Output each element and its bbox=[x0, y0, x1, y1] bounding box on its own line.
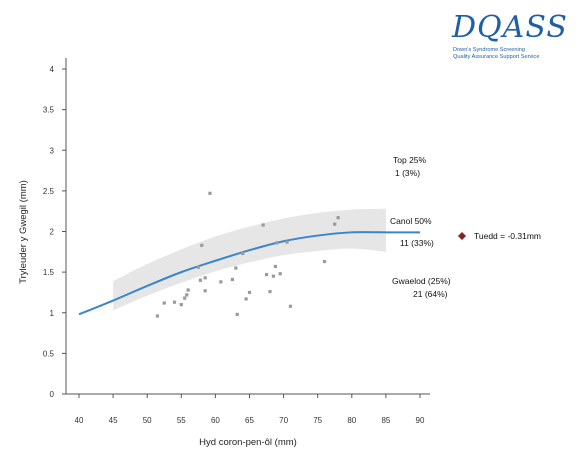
x-tick-label-65: 65 bbox=[245, 416, 254, 425]
middle-50-value: 11 (33%) bbox=[400, 238, 434, 248]
bottom-25-value: 21 (64%) bbox=[413, 289, 448, 299]
x-tick-label-85: 85 bbox=[381, 416, 390, 425]
data-point-20 bbox=[261, 223, 265, 227]
y-tick-label-0.5: 0.5 bbox=[43, 349, 55, 358]
x-ticks: 40 45 50 55 60 65 70 75 80 85 90 bbox=[75, 394, 425, 425]
data-point-27 bbox=[285, 240, 289, 244]
y-ticks: 0 0.5 1 1.5 2 2.5 3 3.5 4 bbox=[43, 65, 66, 399]
x-tick-label-40: 40 bbox=[75, 416, 84, 425]
data-point-13 bbox=[219, 280, 223, 284]
data-point-11 bbox=[203, 289, 207, 293]
y-tick-label-0: 0 bbox=[50, 390, 55, 399]
top-25-value: 1 (3%) bbox=[395, 168, 420, 178]
data-point-23 bbox=[271, 274, 275, 278]
y-tick-label-1.5: 1.5 bbox=[43, 268, 55, 277]
x-tick-label-80: 80 bbox=[347, 416, 356, 425]
data-point-14 bbox=[230, 277, 235, 282]
x-axis-label: Hyd coron-pen-ôl (mm) bbox=[199, 437, 297, 448]
data-point-9 bbox=[200, 243, 204, 247]
data-point-19 bbox=[247, 290, 252, 295]
data-point-18 bbox=[244, 297, 248, 301]
x-tick-label-55: 55 bbox=[177, 416, 186, 425]
data-point-31 bbox=[336, 216, 340, 220]
data-point-1 bbox=[162, 301, 166, 305]
data-point-6 bbox=[186, 288, 190, 292]
data-point-0 bbox=[155, 314, 160, 318]
logo-subtitle-line1: Down's Syndrome Screening bbox=[453, 47, 525, 53]
data-point-5 bbox=[185, 293, 189, 297]
x-tick-label-75: 75 bbox=[313, 416, 322, 425]
data-point-12 bbox=[208, 191, 212, 195]
data-point-4 bbox=[183, 296, 187, 300]
top-25-label: Top 25% bbox=[393, 155, 427, 165]
y-tick-label-2: 2 bbox=[50, 228, 55, 237]
data-point-28 bbox=[288, 304, 293, 308]
data-points bbox=[155, 191, 340, 318]
logo-subtitle-line2: Quality Assurance Support Service bbox=[453, 54, 539, 60]
logo: DQASS Down's Syndrome Screening Quality … bbox=[451, 10, 568, 60]
trend-label: Tuedd = -0.31mm bbox=[474, 231, 541, 241]
y-tick-label-3: 3 bbox=[50, 146, 55, 155]
y-tick-label-3.5: 3.5 bbox=[43, 106, 55, 115]
data-point-10 bbox=[203, 276, 207, 280]
data-point-24 bbox=[273, 264, 278, 269]
y-tick-label-4: 4 bbox=[50, 65, 55, 74]
y-tick-label-2.5: 2.5 bbox=[43, 187, 55, 196]
x-tick-label-45: 45 bbox=[109, 416, 118, 425]
median-curve bbox=[78, 231, 420, 316]
data-point-2 bbox=[172, 300, 177, 304]
data-point-25 bbox=[275, 241, 279, 245]
data-point-17 bbox=[241, 251, 245, 256]
data-point-15 bbox=[234, 266, 238, 270]
y-axis-label: Tryleuder y Gwegil (mm) bbox=[18, 180, 29, 284]
data-point-16 bbox=[235, 312, 239, 316]
data-point-22 bbox=[268, 290, 272, 294]
data-point-26 bbox=[278, 272, 282, 276]
x-tick-label-90: 90 bbox=[416, 416, 425, 425]
data-point-29 bbox=[322, 259, 327, 264]
y-tick-label-1: 1 bbox=[50, 309, 55, 318]
bottom-25-label: Gwaelod (25%) bbox=[392, 276, 451, 286]
data-point-3 bbox=[179, 303, 183, 307]
x-tick-label-70: 70 bbox=[279, 416, 288, 425]
data-point-8 bbox=[198, 278, 202, 282]
data-point-7 bbox=[196, 265, 200, 269]
data-point-21 bbox=[264, 272, 269, 277]
trend-marker-icon bbox=[458, 232, 466, 240]
x-tick-label-60: 60 bbox=[211, 416, 220, 425]
logo-title: DQASS bbox=[451, 10, 568, 45]
data-point-30 bbox=[333, 222, 337, 226]
x-tick-label-50: 50 bbox=[143, 416, 152, 425]
reference-band bbox=[113, 208, 386, 311]
middle-50-label: Canol 50% bbox=[390, 216, 432, 226]
